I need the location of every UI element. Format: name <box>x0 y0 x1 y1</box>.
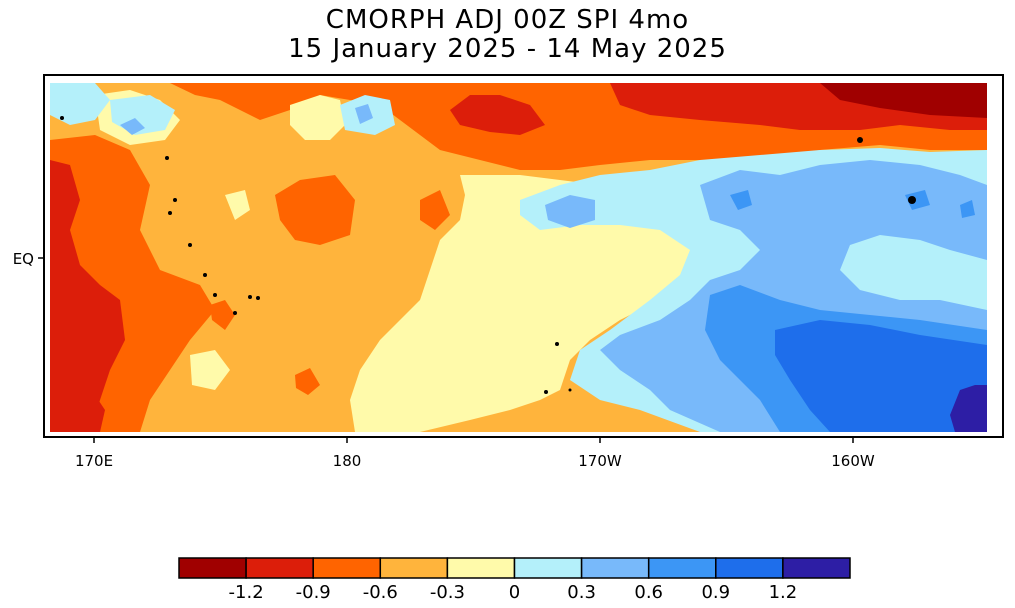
colorbar-swatch <box>312 557 382 579</box>
spi-field <box>50 83 987 432</box>
field-yellow-6 <box>225 190 250 220</box>
colorbar: -1.2 -0.9 -0.6 -0.3 0 0.3 0.6 0.9 1.2 <box>178 557 851 603</box>
field-blue-4 <box>960 200 975 218</box>
field-purple <box>950 385 987 432</box>
colorbar-swatch <box>245 557 314 579</box>
field-yellow-main <box>350 175 700 432</box>
colorbar-swatch <box>580 557 650 579</box>
field-yellow-4 <box>190 350 230 390</box>
field-blue-3 <box>905 190 930 210</box>
field-west-red <box>50 160 125 432</box>
tick-marks <box>38 257 854 443</box>
x-tick-160w: 160W <box>831 452 875 470</box>
colorbar-swatch <box>782 557 851 579</box>
x-tick-180: 180 <box>333 452 362 470</box>
field-medblue-3 <box>120 118 145 135</box>
x-tick-170e: 170E <box>75 452 113 470</box>
field-orange-1 <box>275 175 355 245</box>
x-tick-170w: 170W <box>578 452 622 470</box>
colorbar-swatch <box>178 557 247 579</box>
field-darkblue-main <box>775 320 987 432</box>
colorbar-label: 0 <box>509 582 520 603</box>
colorbar-label: -0.3 <box>430 582 465 603</box>
field-north-red-2 <box>450 95 545 135</box>
field-medblue-4 <box>355 104 373 124</box>
colorbar-swatch <box>446 557 516 579</box>
field-orange-3 <box>210 300 235 330</box>
field-north-darkred <box>820 83 987 118</box>
field-yellow-2 <box>290 95 345 140</box>
colorbar-swatch <box>379 557 449 579</box>
colorbar-label: -0.9 <box>296 582 331 603</box>
field-west-red-2 <box>80 395 105 432</box>
colorbar-label: -0.6 <box>363 582 398 603</box>
colorbar-label: 0.6 <box>634 582 663 603</box>
colorbar-swatch <box>647 557 717 579</box>
colorbar-label: -1.2 <box>229 582 264 603</box>
map-date-range: 15 January 2025 - 14 May 2025 <box>288 34 727 64</box>
field-blue-2 <box>730 190 752 210</box>
field-lightblue-2 <box>50 83 110 125</box>
colorbar-label: 0.9 <box>701 582 730 603</box>
y-tick-eq: EQ <box>13 250 34 268</box>
colorbar-label: 1.2 <box>769 582 798 603</box>
field-orange-4 <box>295 368 320 395</box>
map-title: CMORPH ADJ 00Z SPI 4mo <box>325 5 690 35</box>
field-orange-2 <box>420 190 450 230</box>
islands <box>60 116 916 394</box>
colorbar-label: 0.3 <box>567 582 596 603</box>
field-medblue-2 <box>545 195 595 228</box>
colorbar-swatch <box>715 557 784 579</box>
map-frame <box>43 74 1004 438</box>
colorbar-swatch <box>513 557 583 579</box>
